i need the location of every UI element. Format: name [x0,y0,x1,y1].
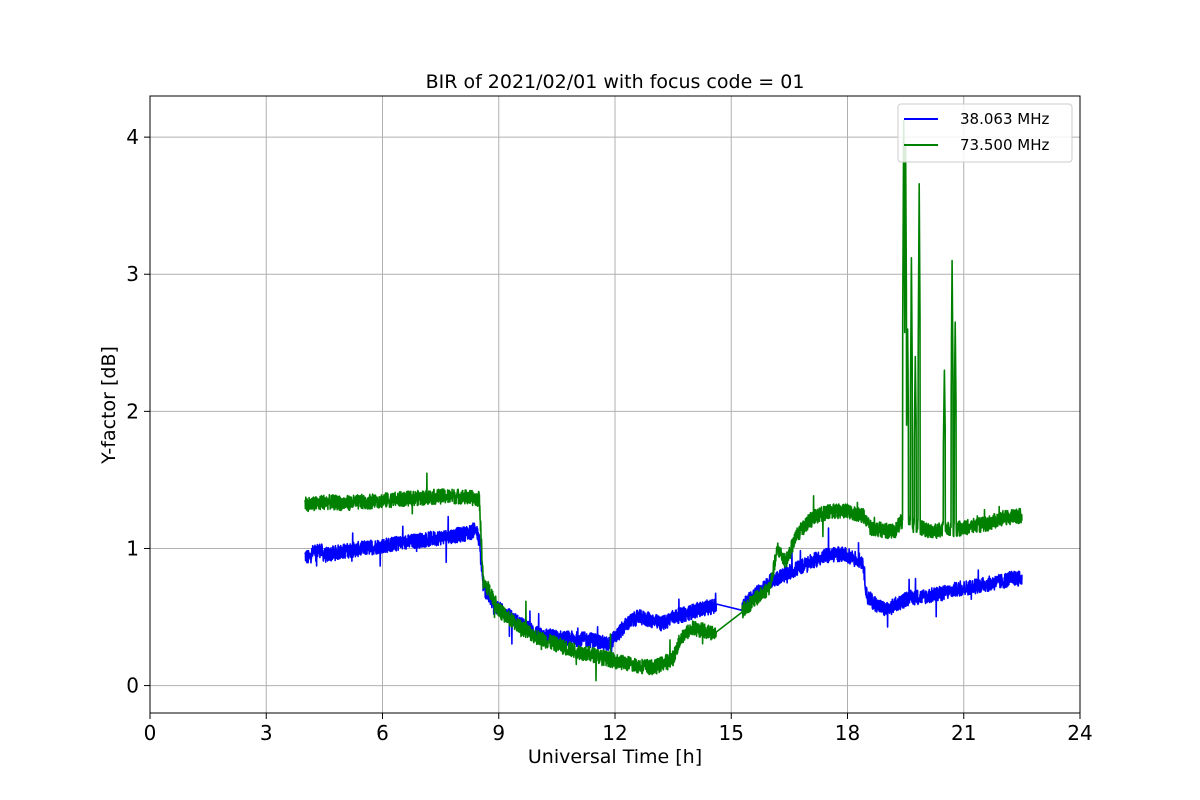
y-tick-label: 2 [126,399,139,423]
x-axis-label: Universal Time [h] [528,746,702,768]
y-tick-label: 1 [126,536,139,560]
x-tick-label: 15 [719,721,744,745]
x-tick-label: 6 [376,721,389,745]
x-tick-label: 24 [1067,721,1092,745]
y-axis-label: Y-factor [dB] [98,346,120,465]
x-tick-label: 0 [144,721,157,745]
y-tick-label: 4 [126,125,139,149]
legend-box [897,103,1073,163]
legend-label-38mhz: 38.063 MHz [960,110,1049,128]
x-tick-label: 3 [260,721,273,745]
x-tick-label: 9 [492,721,505,745]
legend-label-73mhz: 73.500 MHz [960,136,1049,154]
chart-title: BIR of 2021/02/01 with focus code = 01 [426,71,805,93]
x-tick-label: 18 [835,721,860,745]
y-tick-label: 0 [126,674,139,698]
x-tick-label: 12 [602,721,627,745]
series-layer [304,119,1023,682]
series-line-73mhz [304,119,1023,682]
legend: 38.063 MHz 73.500 MHz [897,103,1073,163]
series-line-38mhz [304,515,1023,654]
y-tick-label: 3 [126,262,139,286]
x-tick-label: 21 [951,721,976,745]
